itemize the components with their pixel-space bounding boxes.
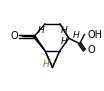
Text: H: H [61,26,68,35]
Text: O: O [87,45,95,55]
Text: O: O [10,31,18,41]
Text: H: H [61,37,68,46]
Text: H: H [37,26,44,35]
Text: H: H [43,60,50,69]
Text: H: H [73,31,79,40]
Polygon shape [33,36,45,51]
Text: OH: OH [87,30,102,40]
